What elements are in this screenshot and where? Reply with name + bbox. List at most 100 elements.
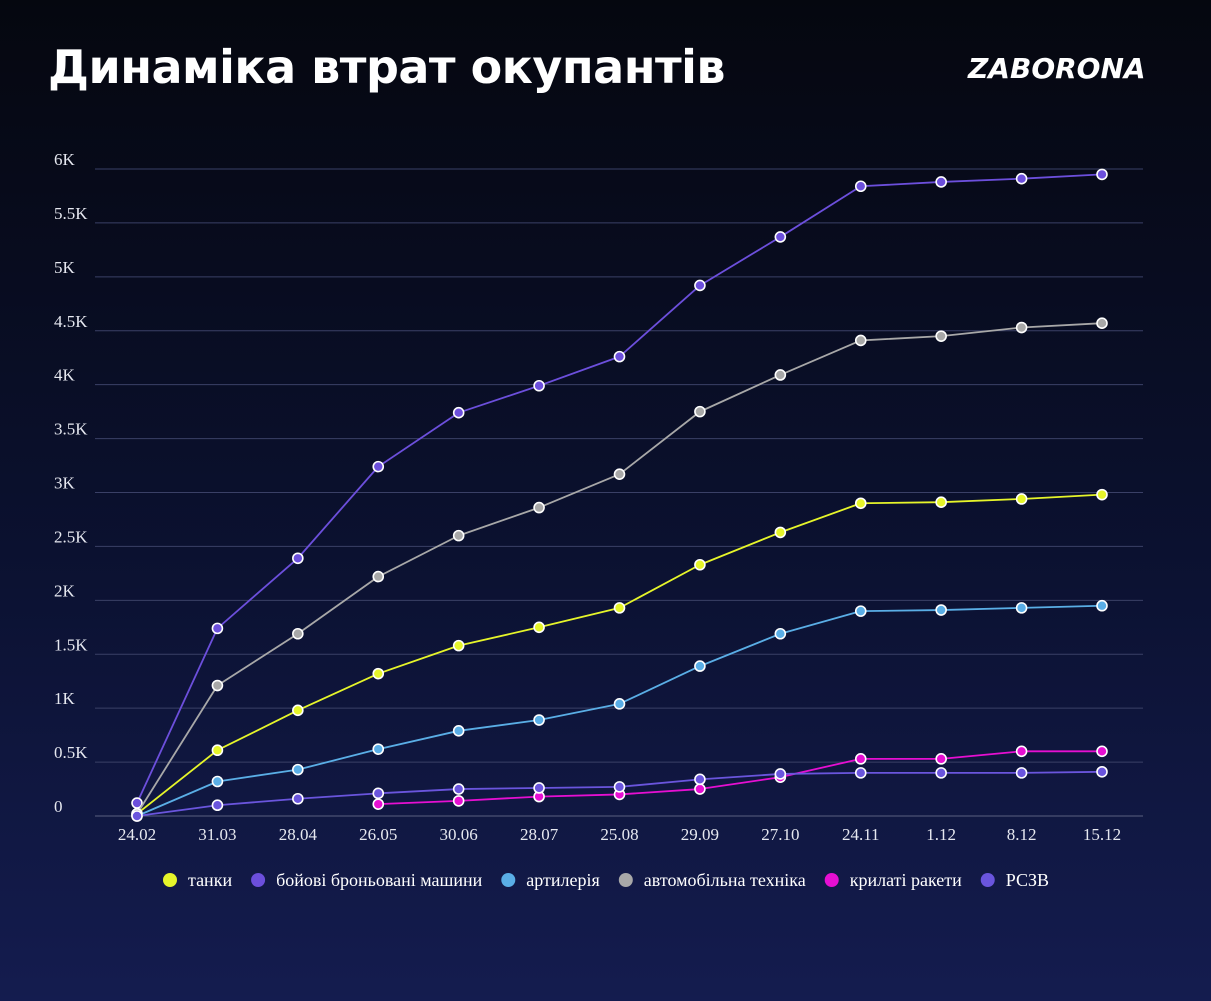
data-point <box>211 799 224 812</box>
data-point <box>292 627 304 640</box>
data-point <box>935 176 947 188</box>
legend-marker <box>501 873 516 887</box>
data-point <box>452 783 465 795</box>
data-point <box>854 767 867 779</box>
legend-item: автомобільна техніка <box>618 870 806 890</box>
data-point <box>211 679 224 692</box>
data-point <box>372 743 385 755</box>
data-point <box>1096 745 1108 758</box>
data-point <box>211 744 224 757</box>
x-tick-label: 28.07 <box>520 825 559 844</box>
legend-label: автомобільна техніка <box>644 870 806 890</box>
legend-label: РСЗВ <box>1006 870 1049 890</box>
data-point <box>1015 602 1028 614</box>
legend-label: артилерія <box>526 870 600 890</box>
data-point <box>533 501 545 514</box>
y-tick-label: 2.5K <box>54 527 88 546</box>
x-tick-label: 25.08 <box>600 825 638 844</box>
data-point <box>372 570 385 583</box>
data-point <box>774 231 787 243</box>
x-tick-label: 8.12 <box>1007 825 1037 844</box>
legend-marker <box>162 873 177 887</box>
series-line <box>136 322 1103 815</box>
data-point <box>292 792 304 805</box>
data-point <box>452 639 465 652</box>
data-point <box>1015 493 1028 505</box>
series-5 <box>131 765 1108 822</box>
x-tick-label: 24.11 <box>842 825 880 844</box>
y-tick-label: 5K <box>54 258 76 277</box>
data-point <box>854 334 867 347</box>
data-point <box>935 767 947 779</box>
x-tick-label: 1.12 <box>926 825 956 844</box>
data-point <box>935 496 947 509</box>
page-title: Динаміка втрат окупантів <box>48 40 726 94</box>
x-tick-label: 24.02 <box>118 825 156 844</box>
y-tick-label: 5.5K <box>54 204 88 223</box>
data-point <box>452 406 465 419</box>
y-tick-label: 6K <box>54 150 76 169</box>
y-tick-label: 0.5K <box>54 743 88 762</box>
data-point <box>774 627 787 640</box>
data-point <box>613 698 626 710</box>
data-point <box>533 379 545 392</box>
data-point <box>372 667 385 680</box>
y-tick-label: 0 <box>54 797 63 816</box>
data-point <box>1096 599 1108 612</box>
grid-lines <box>95 168 1143 817</box>
data-point <box>935 330 947 342</box>
data-point <box>694 558 706 571</box>
data-point <box>452 529 465 542</box>
data-point <box>1096 488 1108 501</box>
legend-item: бойові броньовані машини <box>251 870 483 890</box>
data-point <box>292 763 304 776</box>
data-point <box>452 725 465 737</box>
data-point <box>372 787 385 800</box>
y-tick-label: 3K <box>54 474 76 493</box>
x-axis-ticks: 24.02 31.03 28.04 26.05 30.06 28.07 25.08 29.09… <box>118 825 1121 844</box>
data-point <box>854 180 867 193</box>
y-tick-label: 4.5K <box>54 312 88 331</box>
data-point <box>211 622 224 635</box>
series-layer <box>131 168 1108 822</box>
data-point <box>292 704 304 717</box>
data-point <box>131 810 143 822</box>
legend-marker <box>251 873 266 887</box>
x-tick-label: 28.04 <box>279 825 318 844</box>
brand-logo: ZABORONA <box>968 52 1146 85</box>
legend-label: крилаті ракети <box>850 870 962 890</box>
series-2 <box>131 599 1108 822</box>
x-tick-label: 30.06 <box>440 825 478 844</box>
legend-item: танки <box>162 870 232 890</box>
data-point <box>211 775 224 788</box>
data-point <box>1015 321 1028 334</box>
data-point <box>854 497 867 510</box>
data-point <box>774 369 787 381</box>
data-point <box>935 604 947 616</box>
data-point <box>372 798 385 810</box>
series-4 <box>372 745 1108 810</box>
data-point <box>694 279 706 292</box>
data-point <box>613 350 626 363</box>
series-3 <box>131 317 1108 820</box>
series-1 <box>131 168 1108 809</box>
data-point <box>131 797 143 809</box>
data-point <box>774 768 787 780</box>
legend-item: крилаті ракети <box>824 870 962 890</box>
data-point <box>694 783 706 795</box>
series-line <box>378 750 1102 806</box>
data-point <box>1015 767 1028 779</box>
data-point <box>613 781 626 793</box>
y-tick-label: 1K <box>54 689 76 708</box>
data-point <box>1096 168 1108 181</box>
legend-marker <box>980 873 995 887</box>
data-point <box>935 753 947 765</box>
data-point <box>533 714 545 726</box>
data-point <box>694 405 706 418</box>
data-point <box>1015 745 1028 758</box>
y-tick-label: 2K <box>54 581 76 600</box>
y-tick-label: 3.5K <box>54 420 88 439</box>
data-point <box>1015 172 1028 185</box>
y-tick-label: 1.5K <box>54 635 88 654</box>
